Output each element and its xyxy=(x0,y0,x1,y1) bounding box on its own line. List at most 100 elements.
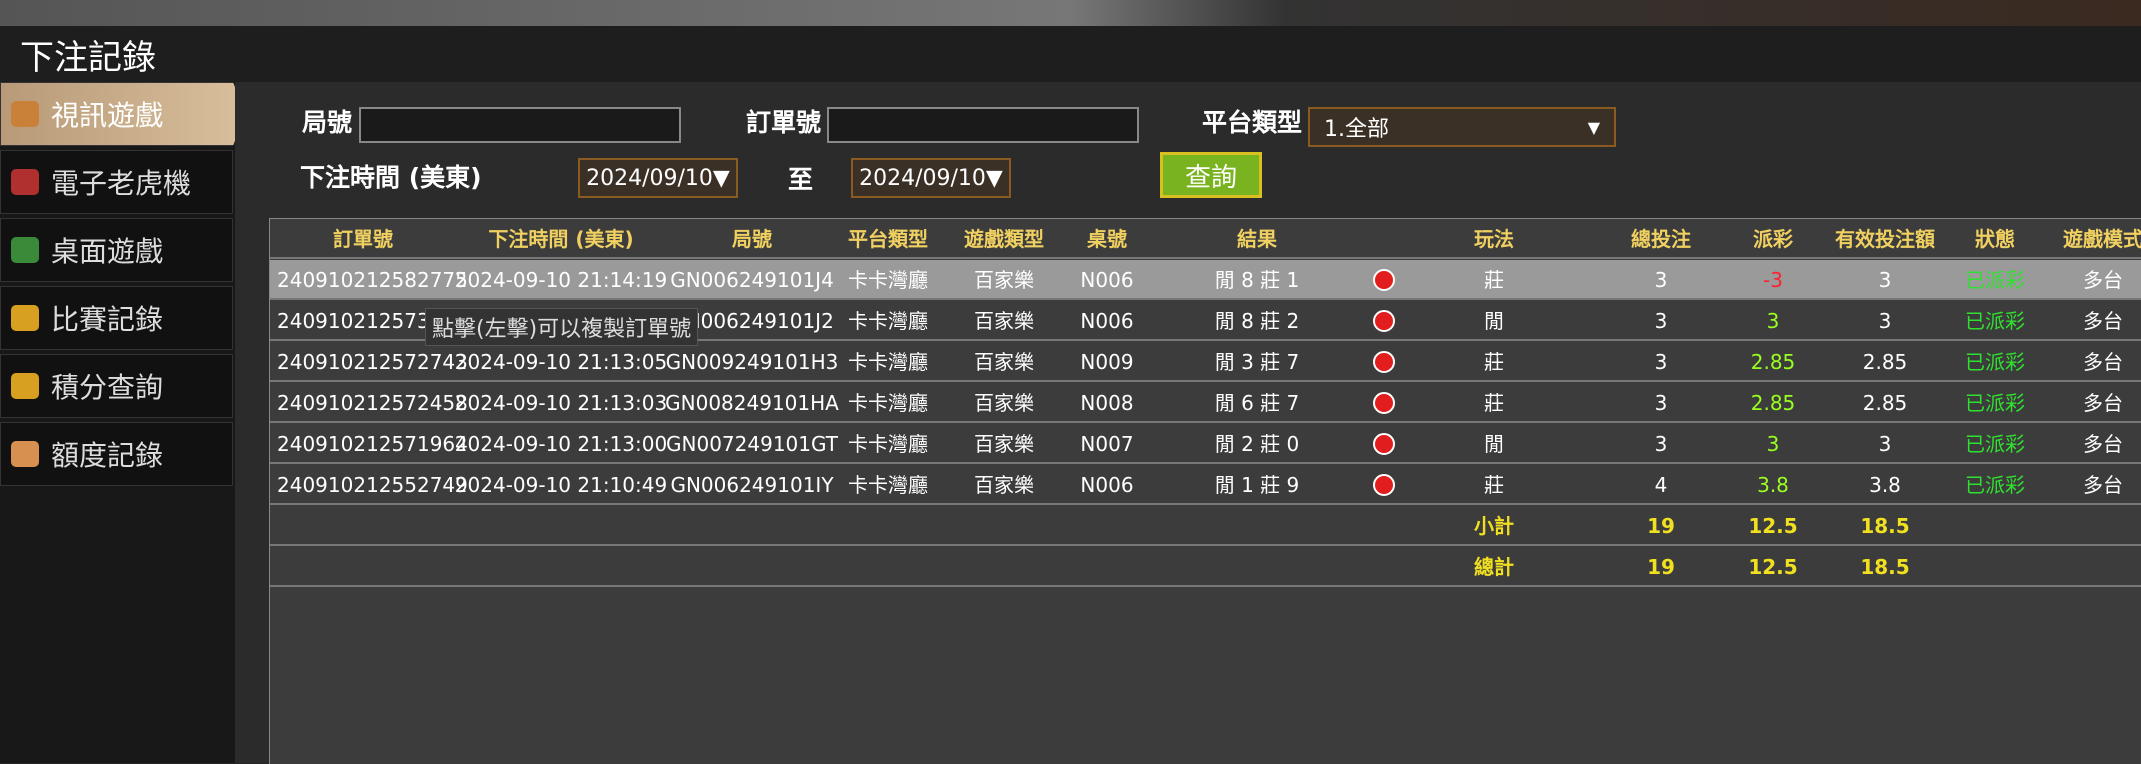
table-cell: 閒 xyxy=(1484,309,1504,333)
platform-label: 平台類型 xyxy=(1202,108,1303,137)
table-cell: 莊 xyxy=(1484,473,1504,497)
column-header: 下注時間 (美東) xyxy=(488,227,634,251)
column-header: 玩法 xyxy=(1474,227,1514,251)
sidebar-icon xyxy=(11,373,39,399)
table-cell: 閒 8 莊 2 xyxy=(1214,309,1300,333)
table-cell: 卡卡灣廳 xyxy=(848,391,928,415)
table-row[interactable]: 240910212552749 2024-09-10 21:10:49 GN0062… xyxy=(270,465,2141,505)
date-from[interactable]: 2024/09/10▼ xyxy=(578,158,738,198)
table-cell: 240910212582775 xyxy=(277,268,468,292)
table-row[interactable]: 240910212572743 2024-09-10 21:13:05 GN0092… xyxy=(270,342,2141,382)
play-button[interactable] xyxy=(1373,392,1395,414)
sidebar-icon xyxy=(11,101,39,127)
table-cell: 卡卡灣廳 xyxy=(848,473,928,497)
summary-row: 小計 19 12.5 18.5 xyxy=(270,506,2141,546)
round-label: 局號 xyxy=(302,108,353,137)
sidebar-label: 積分查詢 xyxy=(51,371,164,404)
table-cell: 閒 1 莊 9 xyxy=(1214,473,1300,497)
table-cell: 2024-09-10 21:13:03 xyxy=(454,391,668,415)
play-button[interactable] xyxy=(1373,351,1395,373)
table-cell: 已派彩 xyxy=(1965,268,2025,292)
sidebar-icon xyxy=(11,169,39,195)
summary-valid: 18.5 xyxy=(1860,514,1910,538)
table-row[interactable]: 240910212582775 2024-09-10 21:14:19 GN0062… xyxy=(270,260,2141,300)
table-cell: 百家樂 xyxy=(974,432,1034,456)
date-to[interactable]: 2024/09/10▼ xyxy=(851,158,1011,198)
sidebar: 視訊遊戲電子老虎機桌面遊戲比賽記錄積分查詢額度記錄 xyxy=(0,82,245,763)
table-cell: N008 xyxy=(1080,391,1134,415)
sidebar-item[interactable]: 電子老虎機 xyxy=(0,150,233,214)
play-button[interactable] xyxy=(1373,433,1395,455)
summary-total: 19 xyxy=(1647,514,1675,538)
sidebar-label: 視訊遊戲 xyxy=(51,99,164,132)
top-banner xyxy=(0,0,2141,26)
table-cell: 2024-09-10 21:14:19 xyxy=(454,268,668,292)
play-button[interactable] xyxy=(1373,310,1395,332)
table-row[interactable]: 240910212572458 2024-09-10 21:13:03 GN0082… xyxy=(270,383,2141,423)
table-cell: 3.8 xyxy=(1869,473,1901,497)
platform-select[interactable]: 1.全部 ▼ xyxy=(1308,107,1616,147)
sidebar-label: 額度記錄 xyxy=(51,439,164,472)
sidebar-item[interactable]: 桌面遊戲 xyxy=(0,218,233,282)
table-cell: 已派彩 xyxy=(1965,309,2025,333)
table-cell: N009 xyxy=(1080,350,1134,374)
table-cell: 已派彩 xyxy=(1965,350,2025,374)
table-cell: 3 xyxy=(1654,268,1668,292)
sidebar-item[interactable]: 額度記錄 xyxy=(0,422,233,486)
search-button[interactable]: 查詢 xyxy=(1160,152,1262,198)
time-label: 下注時間 (美東) xyxy=(300,163,482,192)
table-cell: N007 xyxy=(1080,432,1134,456)
table-cell: 2.85 xyxy=(1862,391,1908,415)
table-cell: 3 xyxy=(1654,432,1668,456)
table-cell: 2.85 xyxy=(1750,350,1796,374)
table-cell: 卡卡灣廳 xyxy=(848,432,928,456)
table-cell: 2.85 xyxy=(1750,391,1796,415)
table-cell: -3 xyxy=(1763,268,1783,292)
play-button[interactable] xyxy=(1373,474,1395,496)
sidebar-icon xyxy=(11,305,39,331)
to-label: 至 xyxy=(788,165,814,194)
table-cell: 閒 6 莊 7 xyxy=(1214,391,1300,415)
table-cell: 3 xyxy=(1878,309,1892,333)
table-cell: 240910212571964 xyxy=(277,432,468,456)
table-cell: GN008249101HA xyxy=(665,391,839,415)
sidebar-label: 桌面遊戲 xyxy=(51,235,164,268)
sidebar-icon xyxy=(11,237,39,263)
play-button[interactable] xyxy=(1373,269,1395,291)
order-input[interactable] xyxy=(827,107,1139,143)
sidebar-label: 電子老虎機 xyxy=(51,167,192,200)
platform-value: 1.全部 xyxy=(1324,117,1389,142)
sidebar-item[interactable]: 比賽記錄 xyxy=(0,286,233,350)
table-cell: 3 xyxy=(1878,432,1892,456)
table-cell: 多台 xyxy=(2083,268,2123,292)
table-cell: N006 xyxy=(1080,309,1134,333)
column-header: 遊戲模式 xyxy=(2063,227,2141,251)
sidebar-item[interactable]: 視訊遊戲 xyxy=(0,82,245,146)
table-cell: 240910212572458 xyxy=(277,391,468,415)
table-cell: 已派彩 xyxy=(1965,391,2025,415)
header-row: 訂單號 下注時間 (美東) 局號 平台類型 遊戲類型 桌號 結果 玩法 總投注 派彩 有效投注額 狀態… xyxy=(270,219,2141,259)
table-cell: 閒 8 莊 1 xyxy=(1214,268,1300,292)
order-label: 訂單號 xyxy=(746,108,822,137)
tooltip: 點擊(左擊)可以複製訂單號 xyxy=(425,308,699,346)
table-cell: N006 xyxy=(1080,473,1134,497)
table-cell: 閒 2 莊 0 xyxy=(1214,432,1300,456)
table-cell: 2024-09-10 21:13:05 xyxy=(454,350,668,374)
table-cell: 多台 xyxy=(2083,432,2123,456)
table-cell: N006 xyxy=(1080,268,1134,292)
table-cell: 百家樂 xyxy=(974,268,1034,292)
summary-valid: 18.5 xyxy=(1860,555,1910,579)
table-cell: 莊 xyxy=(1484,350,1504,374)
table-cell: 3.8 xyxy=(1757,473,1789,497)
table-cell: 百家樂 xyxy=(974,309,1034,333)
column-header: 結果 xyxy=(1237,227,1277,251)
round-input[interactable] xyxy=(359,107,681,143)
table-cell: 卡卡灣廳 xyxy=(848,309,928,333)
sidebar-item[interactable]: 積分查詢 xyxy=(0,354,233,418)
table-cell: GN007249101GT xyxy=(666,432,838,456)
column-header: 訂單號 xyxy=(333,227,393,251)
table-row[interactable]: 240910212571964 2024-09-10 21:13:00 GN0072… xyxy=(270,424,2141,464)
table-cell: 3 xyxy=(1766,309,1780,333)
column-header: 總投注 xyxy=(1631,227,1691,251)
